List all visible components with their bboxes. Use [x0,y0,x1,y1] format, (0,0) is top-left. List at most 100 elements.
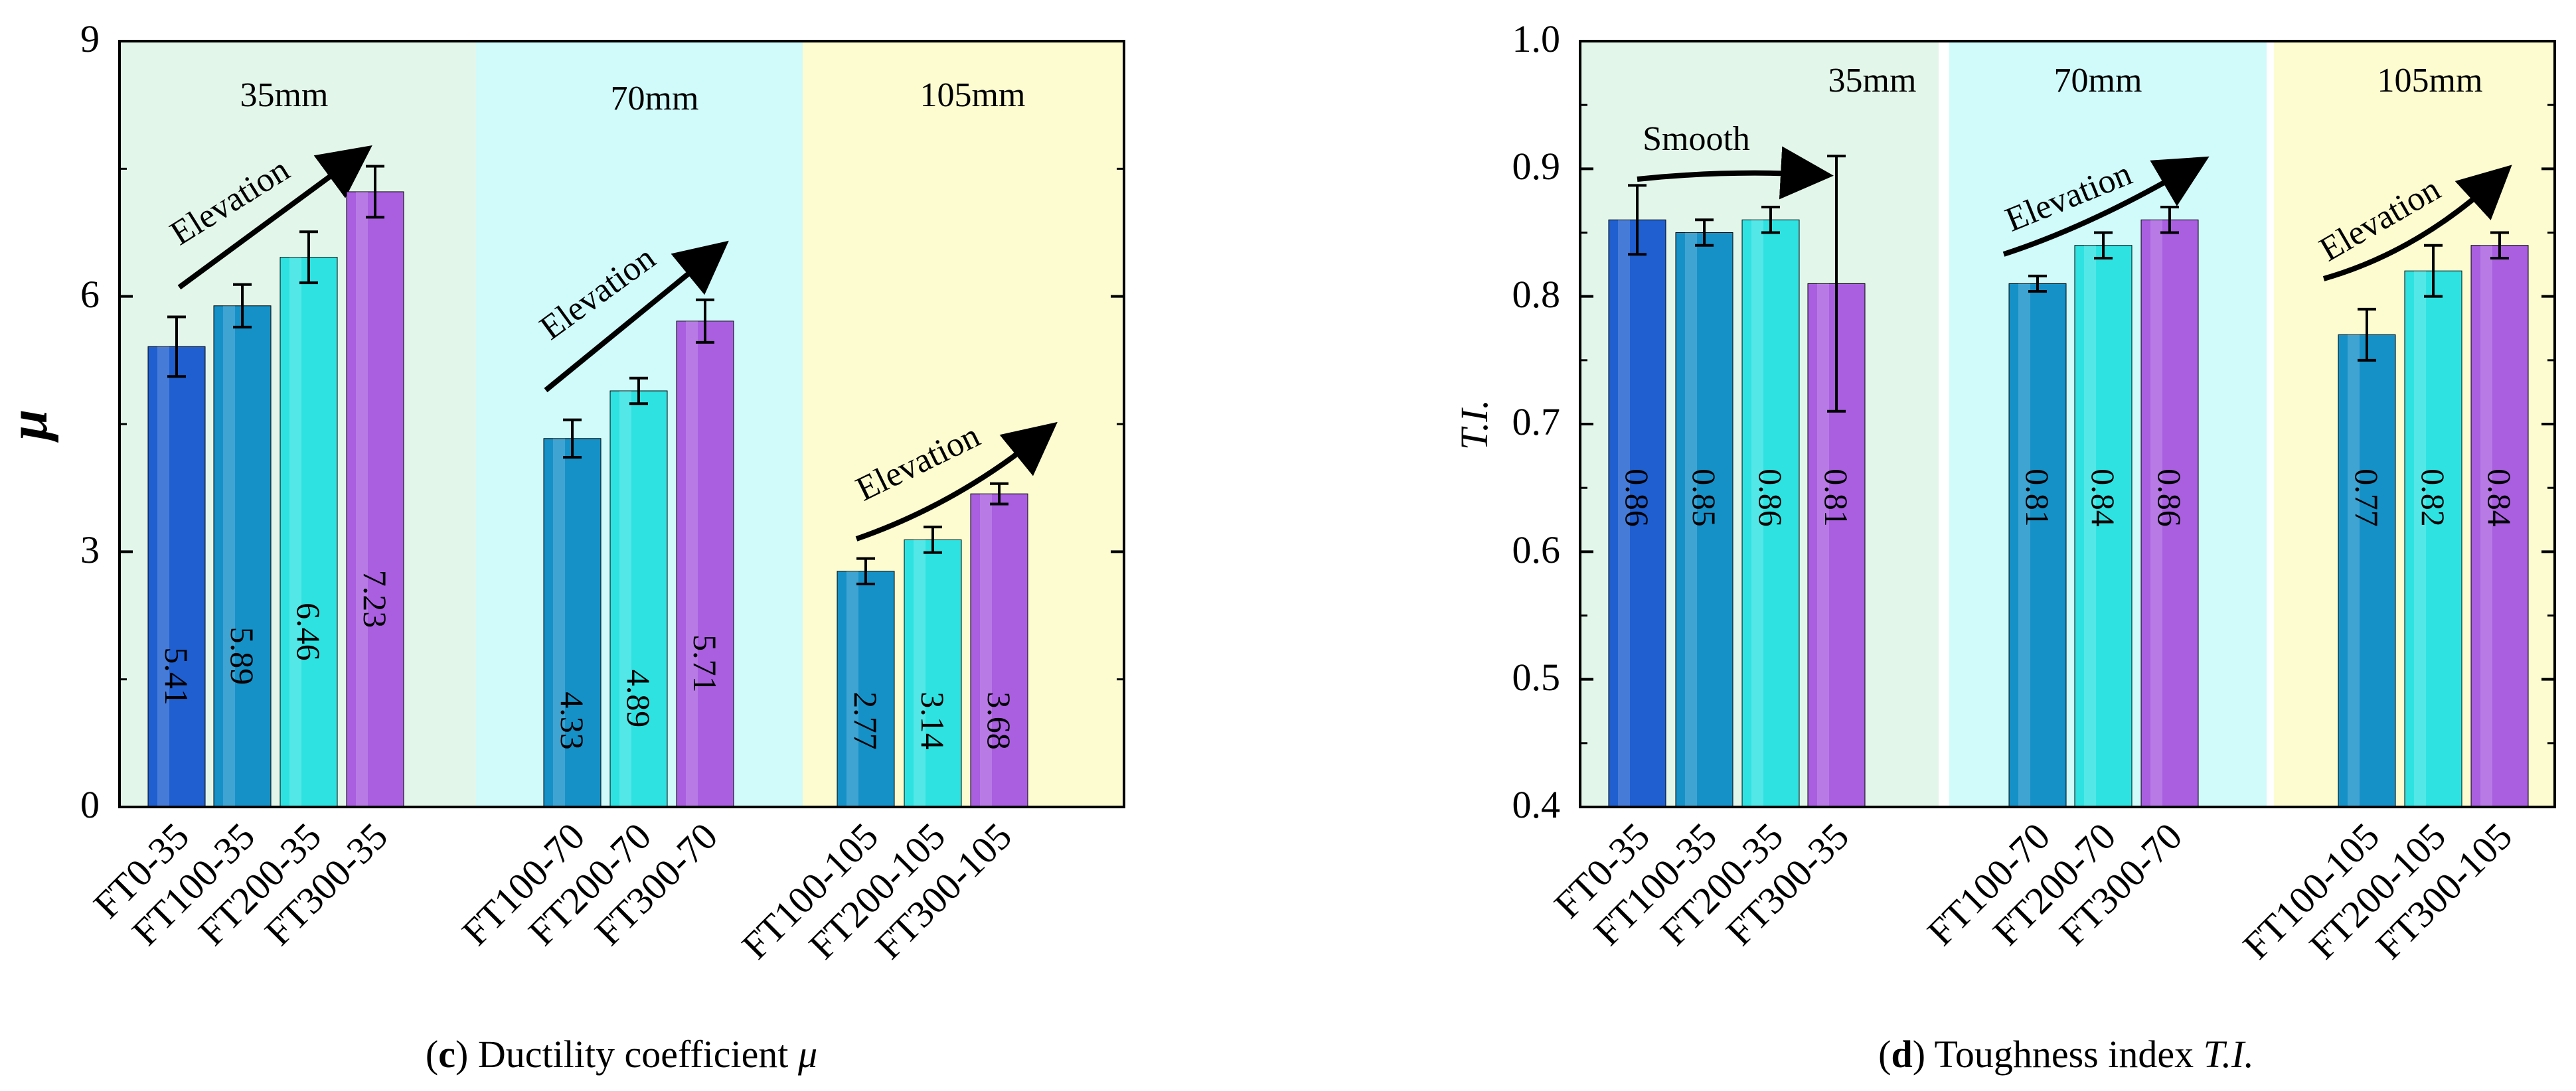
y-tick-label: 0 [80,783,100,826]
bar-highlight [356,191,368,807]
bar-ft0-35 [147,346,206,808]
bar-ft0-35 [1608,219,1666,808]
y-axis-label: T.I. [1453,400,1496,450]
panel-ductility-group-labels: 35mm 70mm 105mm [240,76,1026,117]
elevation-arrow [544,240,729,393]
bar-ft300-105 [970,493,1028,808]
group-label-105mm: 105mm [920,76,1026,114]
bar-highlight [2348,334,2360,807]
panel-ductility-bars: 5.41 5.89 6.46 7.23 4.33 4.89 5.71 2.77 3.14 3.68 [147,165,1028,808]
y-tick-label: 0.8 [1512,273,1561,316]
y-tick-label: 0.4 [1512,783,1561,826]
bar-highlight [619,390,631,807]
elevation-arrow [2002,156,2210,257]
caption-symbol: T.I. [2204,1033,2254,1076]
bar-ft100-105 [837,571,895,808]
data-label: 2.77 [847,691,884,750]
elevation-arrow [855,421,1058,542]
data-label: 3.14 [914,691,951,750]
bar-ft300-70 [676,321,734,808]
bar-highlight [1685,232,1697,807]
bar-ft200-35 [1741,219,1800,808]
data-label: 0.84 [2481,469,2518,527]
caption-letter: c [438,1033,455,1076]
bar-ft300-35 [346,191,404,808]
bar-highlight [1817,283,1829,807]
bar-ft100-70 [543,438,602,808]
data-label: 4.89 [620,670,657,728]
data-label: 7.23 [357,570,394,628]
bar-highlight [223,305,235,807]
panel-toughness: Smooth Elevation Elevation 35mm 70mm 105… [1453,17,2556,1076]
bar-highlight [2480,245,2492,807]
group-label-105mm: 105mm [2377,62,2483,100]
bar-ft100-35 [213,305,272,808]
data-label: 5.41 [158,647,195,705]
panel-toughness-caption: (d) Toughness index T.I. [1878,1033,2254,1076]
data-label: 0.86 [2151,469,2188,527]
data-label: 0.84 [2085,469,2122,527]
panel-toughness-group-labels: 35mm 70mm 105mm [1828,62,2483,100]
bar-highlight [2414,271,2426,807]
data-label: 0.86 [1619,469,1656,527]
bar-ft300-105 [2470,245,2529,808]
panel-toughness-bars: 0.86 0.85 0.86 0.81 0.81 0.84 0.86 0.77 0.82 0.84 [1608,155,2529,808]
bar-ft200-35 [280,257,338,808]
data-label: 5.89 [224,627,261,685]
y-tick-label: 3 [80,528,100,571]
bar-highlight [1751,220,1763,807]
bar-highlight [1618,220,1630,807]
y-tick-label: 6 [80,273,100,316]
bar-highlight [157,346,169,807]
elevation-arrow [2322,165,2512,281]
data-label: 4.33 [554,691,591,750]
y-tick-label: 9 [80,17,100,60]
group-label-35mm: 35mm [1828,62,1917,100]
bar-highlight [2150,220,2162,807]
annotation-label: Smooth [1643,120,1750,158]
bar-highlight [2084,245,2096,807]
bar-highlight [553,438,565,807]
data-label: 3.68 [981,691,1018,750]
y-tick-label: 1.0 [1512,17,1561,60]
data-label: 0.86 [1752,469,1789,527]
caption-title: Ductility coefficient [478,1033,789,1076]
bar-ft200-70 [609,390,668,808]
data-label: 0.82 [2415,469,2452,527]
bar-ft200-105 [904,539,962,808]
y-axis-label: μ [0,409,59,443]
y-tick-label: 0.5 [1512,656,1561,699]
panel-ductility-caption: (c) Ductility coefficient μ [426,1033,817,1076]
elevation-arrow [177,145,372,290]
panel-ductility: Elevation Elevation Elevation 35mm 70mm … [0,17,1125,1076]
data-label: 6.46 [290,603,327,661]
y-tick-label: 0.9 [1512,145,1561,188]
caption-title: Toughness index [1934,1033,2194,1076]
caption-symbol: μ [797,1033,817,1076]
data-label: 0.77 [2348,469,2385,527]
panel-ductility-y-axis: 0 3 6 9 [80,17,1124,826]
panel-toughness-y-axis: 0.4 0.5 0.6 0.7 0.8 0.9 1.0 [1512,17,2555,826]
group-label-70mm: 70mm [611,80,699,117]
data-label: 0.85 [1686,469,1723,527]
bar-highlight [289,257,301,807]
smooth-arrow [1637,146,1834,200]
bar-highlight [914,540,926,807]
group-label-35mm: 35mm [240,76,329,114]
y-tick-label: 0.7 [1512,400,1561,443]
bar-highlight [980,494,992,807]
y-tick-label: 0.6 [1512,528,1561,571]
caption-letter: d [1891,1033,1912,1076]
bar-highlight [2018,283,2030,807]
bar-ft200-70 [2074,245,2133,808]
bar-ft200-105 [2404,270,2462,808]
data-label: 0.81 [1818,469,1855,527]
bar-ft100-70 [2008,283,2067,808]
group-label-70mm: 70mm [2054,62,2142,100]
bar-highlight [846,571,858,807]
data-label: 5.71 [686,634,724,693]
bar-ft100-105 [2338,334,2396,808]
